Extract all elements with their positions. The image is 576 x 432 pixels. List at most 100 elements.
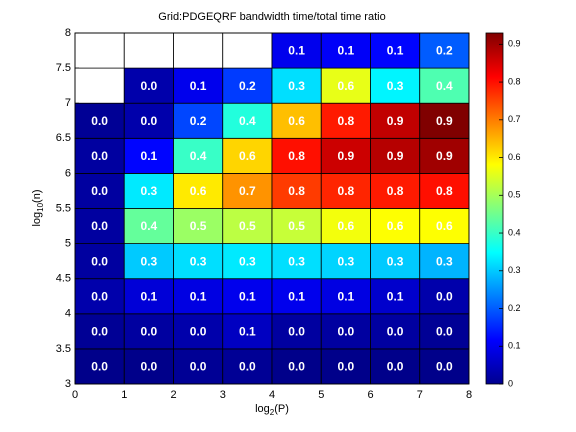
colorbar <box>485 32 504 385</box>
colorbar-tick-label: 0.8 <box>508 76 521 86</box>
cell <box>320 67 371 104</box>
cell <box>370 67 421 104</box>
cell-label: 0.9 <box>436 149 453 163</box>
chart-title: Grid:PDGEQRF bandwidth time/total time r… <box>158 11 385 23</box>
cell <box>320 208 371 244</box>
y-tick-label: 5.5 <box>56 202 71 214</box>
cell-label: 0.3 <box>288 79 305 93</box>
cell-label: 0.6 <box>338 79 355 93</box>
cell-label: 0.4 <box>141 219 158 233</box>
cell <box>123 313 174 350</box>
cell <box>320 102 371 139</box>
colorbar-tick-label: 0.2 <box>508 303 521 313</box>
cell-label: 0.1 <box>190 289 207 303</box>
cell-label: 0.0 <box>91 289 108 303</box>
cell <box>370 278 421 315</box>
cell <box>123 208 174 244</box>
cell-label: 0.6 <box>239 149 256 163</box>
cell-label: 0.8 <box>288 149 305 163</box>
cell-label: 0.0 <box>288 360 305 374</box>
y-axis-label: log10(n) <box>31 189 45 226</box>
cell-label: 0.5 <box>239 219 256 233</box>
cell <box>222 278 273 315</box>
cell <box>419 348 470 385</box>
cell-label: 0.0 <box>141 114 158 128</box>
cell-label: 0.0 <box>190 360 207 374</box>
cell <box>271 67 322 104</box>
cell <box>271 313 322 350</box>
cell <box>419 32 470 69</box>
cell-label: 0.3 <box>141 254 158 268</box>
cell-label: 0.0 <box>91 149 108 163</box>
cell-label: 0.0 <box>239 360 256 374</box>
cell-label: 0.0 <box>436 325 453 339</box>
cell-label: 0.3 <box>338 254 355 268</box>
cell <box>123 172 174 209</box>
cell-label: 0.1 <box>239 289 256 303</box>
cell-label: 0.3 <box>190 254 207 268</box>
cell-label: 0.9 <box>387 114 404 128</box>
cell <box>123 348 174 385</box>
cell-label: 0.1 <box>141 149 158 163</box>
cell-label: 0.6 <box>436 219 453 233</box>
y-tick-label: 6.5 <box>56 132 71 144</box>
cell <box>370 32 421 69</box>
cell <box>74 172 125 209</box>
cell <box>271 278 322 315</box>
cell <box>173 243 224 280</box>
cell-label: 0.6 <box>190 184 207 198</box>
cell-label: 0.8 <box>338 114 355 128</box>
x-tick-label: 4 <box>269 389 275 401</box>
cell-label: 0.0 <box>141 360 158 374</box>
cell-label: 0.1 <box>288 44 305 58</box>
cell <box>271 172 322 209</box>
cell <box>123 278 174 315</box>
cell-label: 0.0 <box>141 325 158 339</box>
y-tick-label: 5 <box>65 238 71 250</box>
cell-label: 0.3 <box>387 79 404 93</box>
colorbar-tick-label: 0 <box>508 378 513 388</box>
cell-label: 0.6 <box>288 114 305 128</box>
x-axis-label: log2(P) <box>255 403 289 417</box>
y-tick-label: 4.5 <box>56 273 71 285</box>
empty-cell <box>74 32 125 69</box>
x-tick-label: 2 <box>170 389 176 401</box>
cell-label: 0.0 <box>190 325 207 339</box>
cell-label: 0.0 <box>91 114 108 128</box>
cell <box>123 137 174 174</box>
x-tick-label: 1 <box>121 389 127 401</box>
cell-label: 0.2 <box>239 79 256 93</box>
cell <box>222 313 273 350</box>
cell <box>370 137 421 174</box>
cell-label: 0.2 <box>436 44 453 58</box>
colorbar-tick-label: 0.3 <box>508 265 521 275</box>
cell-label: 0.9 <box>338 149 355 163</box>
cell-label: 0.8 <box>338 184 355 198</box>
cell <box>419 172 470 209</box>
cell <box>222 243 273 280</box>
cell-label: 0.0 <box>91 219 108 233</box>
cell-label: 0.0 <box>387 360 404 374</box>
cell-label: 0.1 <box>387 44 404 58</box>
cell <box>271 102 322 139</box>
cell <box>173 278 224 315</box>
cell-label: 0.0 <box>436 289 453 303</box>
cell-label: 0.1 <box>338 44 355 58</box>
empty-cell <box>123 32 174 69</box>
colorbar-tick-label: 0.1 <box>508 341 521 351</box>
cell-label: 0.0 <box>91 254 108 268</box>
cell-label: 0.1 <box>387 289 404 303</box>
y-tick-label: 6 <box>65 167 71 179</box>
cell-label: 0.7 <box>239 184 256 198</box>
cell <box>222 208 273 244</box>
cell <box>173 208 224 244</box>
cell-label: 0.2 <box>190 114 207 128</box>
y-tick-label: 3 <box>65 378 71 390</box>
cell-label: 0.8 <box>288 184 305 198</box>
colorbar-tick-label: 0.5 <box>508 190 521 200</box>
cell-label: 0.3 <box>288 254 305 268</box>
cell <box>271 137 322 174</box>
cell-label: 0.3 <box>239 254 256 268</box>
y-tick-label: 8 <box>65 27 71 39</box>
cell-label: 0.6 <box>387 219 404 233</box>
